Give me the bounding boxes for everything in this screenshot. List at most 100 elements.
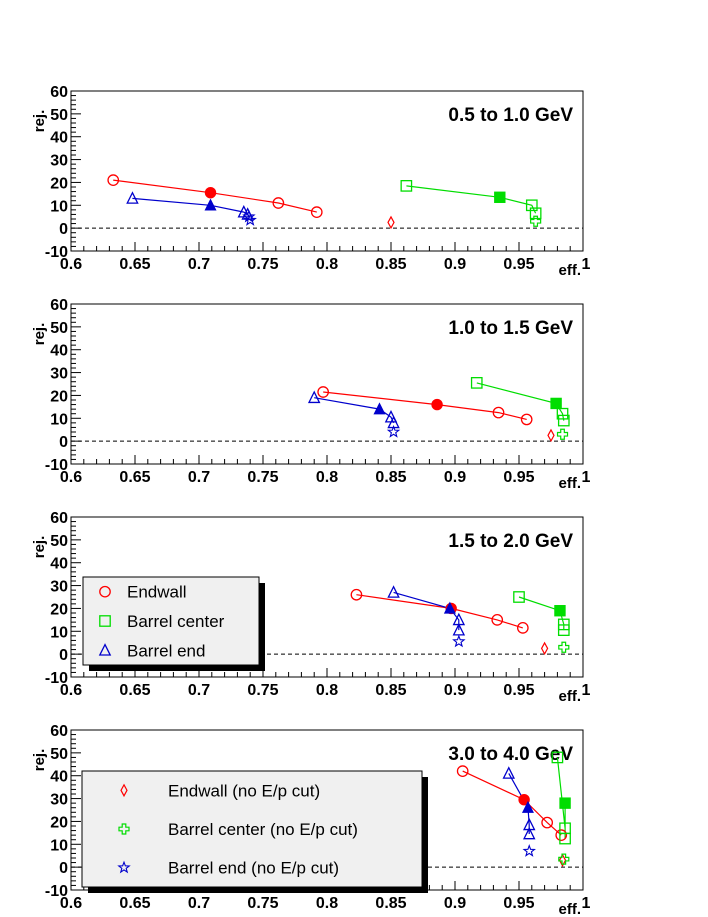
y-tick-label: 0 <box>59 860 68 877</box>
data-point-circle-open <box>272 197 285 209</box>
data-point-cross-open <box>558 641 570 653</box>
x-tick-label: 0.8 <box>316 682 338 699</box>
data-point-circle-open <box>491 614 504 626</box>
x-tick-label: 0.9 <box>444 469 466 486</box>
data-point-circle-filled <box>518 794 530 806</box>
x-axis-label: eff. <box>559 901 582 917</box>
y-axis-label: rej. <box>31 323 48 346</box>
legend-marker-circle-open <box>99 585 111 598</box>
x-tick-label: 1 <box>582 895 591 912</box>
y-tick-label: 40 <box>50 343 68 360</box>
data-point-circle-open <box>492 406 505 419</box>
y-tick-label: 30 <box>50 579 68 596</box>
legend-marker-cross-open <box>118 823 130 835</box>
data-point-square-open <box>557 414 570 427</box>
y-tick-label: 10 <box>50 837 68 854</box>
data-point-circle-open <box>456 765 469 777</box>
data-point-diamond-open <box>540 641 549 656</box>
legend-box <box>82 576 260 666</box>
y-tick-label: 20 <box>50 175 68 192</box>
y-tick-label: 0 <box>59 434 68 451</box>
y-tick-label: -10 <box>45 670 68 687</box>
chart-panel-4: 0.6 0.65 0.7 0.75 0.8 0.85 0.9 0.95 1 -10 0 10 20 30 4… <box>31 723 591 917</box>
data-point-triangle-filled <box>373 402 386 415</box>
x-tick-label: 0.9 <box>444 895 466 912</box>
data-point-triangle-filled <box>521 800 534 813</box>
data-point-circle-open <box>317 386 330 398</box>
y-tick-label: -10 <box>45 244 68 261</box>
data-point-cross-open <box>556 428 569 440</box>
x-tick-label: 0.85 <box>375 895 406 912</box>
x-axis-label: eff. <box>559 688 582 705</box>
x-tick-label: 0.65 <box>119 895 150 912</box>
x-tick-label: 0.85 <box>375 469 406 486</box>
data-point-star-open <box>522 844 536 857</box>
data-point-square-open <box>559 832 571 845</box>
data-point-square-open <box>556 407 569 420</box>
y-tick-label: 60 <box>50 723 68 740</box>
data-point-triangle-open <box>387 585 400 598</box>
legend-marker-square-open <box>99 615 111 627</box>
y-tick-label: -10 <box>45 883 68 900</box>
legend-label: Barrel center (no E/p cut) <box>168 820 358 839</box>
y-tick-label: 50 <box>50 533 68 550</box>
x-axis-label: eff. <box>559 262 582 279</box>
x-axis-label: eff. <box>559 475 582 492</box>
y-tick-label: 0 <box>59 221 68 238</box>
x-tick-label: 0.6 <box>60 895 82 912</box>
data-point-square-open <box>529 207 542 220</box>
data-point-star-open <box>386 424 401 438</box>
y-tick-label: 10 <box>50 411 68 428</box>
x-tick-label: 0.6 <box>60 682 82 699</box>
data-point-circle-open <box>555 829 568 841</box>
legend-box <box>81 770 423 888</box>
legend-label: Barrel end (no E/p cut) <box>168 859 339 878</box>
y-axis-label: rej. <box>31 110 48 133</box>
x-tick-label: 0.65 <box>119 256 150 273</box>
endwall-connecting-line <box>113 179 317 213</box>
data-point-square-filled <box>494 191 506 203</box>
y-tick-label: 50 <box>50 107 68 124</box>
x-tick-label: 0.8 <box>316 469 338 486</box>
data-point-triangle-open <box>307 390 321 404</box>
legend-label: Endwall <box>127 583 187 602</box>
y-tick-label: 0 <box>59 647 68 664</box>
data-point-star-open <box>242 209 256 223</box>
y-tick-label: 60 <box>50 84 68 101</box>
data-point-diamond-open <box>547 428 555 443</box>
data-point-cross-open <box>530 215 542 227</box>
data-point-triangle-filled <box>443 601 456 614</box>
data-point-circle-open <box>541 816 554 829</box>
data-point-triangle-open <box>502 766 516 779</box>
data-point-circle-open <box>350 588 363 601</box>
y-tick-label: 60 <box>50 510 68 527</box>
y-tick-label: 10 <box>50 624 68 641</box>
data-point-circle-filled <box>204 187 217 199</box>
x-tick-label: 0.9 <box>444 256 466 273</box>
panel-title: 1.0 to 1.5 GeV <box>448 318 573 339</box>
legend-1: Endwall Barrel center Barrel end <box>82 576 265 671</box>
y-tick-label: 30 <box>50 792 68 809</box>
panel-title: 3.0 to 4.0 GeV <box>448 744 573 765</box>
y-tick-label: 40 <box>50 769 68 786</box>
y-tick-label: 50 <box>50 320 68 337</box>
x-tick-label: 0.7 <box>188 469 210 486</box>
x-tick-label: 0.65 <box>119 682 150 699</box>
x-tick-label: 0.75 <box>247 895 278 912</box>
data-point-square-open <box>470 377 483 389</box>
y-tick-label: 60 <box>50 297 68 314</box>
x-tick-label: 0.7 <box>188 682 210 699</box>
y-tick-label: -10 <box>45 457 68 474</box>
data-point-square-open <box>400 180 413 192</box>
legend-marker-diamond-open <box>120 783 128 798</box>
x-tick-label: 0.95 <box>503 895 534 912</box>
legend-label: Barrel end <box>127 641 205 660</box>
data-point-square-open <box>551 751 564 764</box>
legend-marker-triangle-open <box>98 643 112 656</box>
chart-panel-1: 0.6 0.65 0.7 0.75 0.8 0.85 0.9 0.95 1 -10 0 10 20 30 4… <box>31 84 591 279</box>
data-point-circle-open <box>516 622 529 634</box>
endwall-connecting-line <box>462 770 562 836</box>
x-tick-label: 0.8 <box>316 895 338 912</box>
data-point-square-open <box>557 624 570 636</box>
